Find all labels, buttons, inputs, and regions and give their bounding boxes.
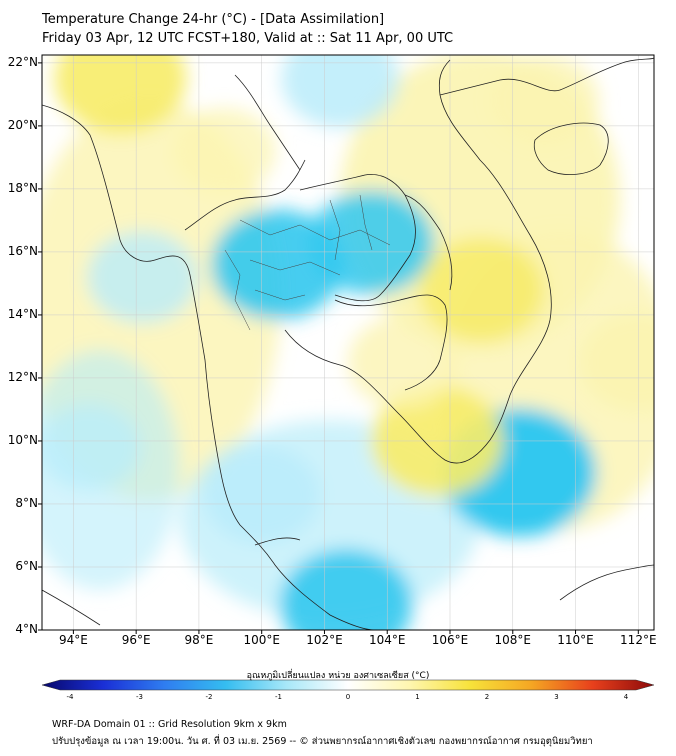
lon-label: 94°E <box>58 633 88 647</box>
border-thai-laos <box>299 173 416 302</box>
coastline-gulf-thailand <box>284 59 552 464</box>
lat-label: 10°N <box>7 432 38 447</box>
bay-cooling <box>42 404 141 491</box>
coastline-mainland <box>42 104 376 630</box>
colorbar-tick-label: 3 <box>554 693 559 701</box>
colorbar-tick-label: 4 <box>623 693 629 701</box>
colorbar-tick-label: -3 <box>136 693 143 701</box>
lat-label: 8°N <box>15 495 38 510</box>
coastline-hainan <box>533 122 609 175</box>
lon-label: 108°E <box>494 633 532 647</box>
colorbar-tick-label: 2 <box>484 693 490 701</box>
footer-domain-info: WRF-DA Domain 01 :: Grid Resolution 9km … <box>52 719 287 730</box>
coastline-sumatra <box>42 589 101 626</box>
colorbar-tick-label: -1 <box>275 693 282 701</box>
colorbar-tick-label: 0 <box>345 693 351 701</box>
andaman-cooling <box>87 231 198 324</box>
anomaly-field <box>42 55 654 630</box>
colorbar-tick-label: -4 <box>66 693 74 701</box>
border-malaysia <box>254 537 301 546</box>
east-sea-warming <box>579 313 654 412</box>
lat-label: 18°N <box>7 180 38 195</box>
coastline-borneo <box>559 564 654 601</box>
lat-label: 14°N <box>7 306 38 321</box>
lat-label: 20°N <box>7 117 38 132</box>
myanmar-warming <box>54 55 187 134</box>
lat-label: 16°N <box>7 243 38 258</box>
lon-label: 96°E <box>121 633 151 647</box>
axis-ticks <box>38 62 639 634</box>
lon-label: 102°E <box>306 633 343 647</box>
border-cambodia <box>334 294 448 391</box>
map-subtitle: Friday 03 Apr, 12 UTC FCST+180, Valid at… <box>42 31 454 46</box>
lat-label: 22°N <box>7 54 38 69</box>
malaysia-cooling <box>280 549 413 630</box>
lat-label: 6°N <box>15 558 38 573</box>
lat-label: 12°N <box>7 369 38 384</box>
northern-thailand-cooling <box>281 55 399 128</box>
map-frame <box>41 54 655 631</box>
lon-label: 100°E <box>243 633 280 647</box>
lon-label: 110°E <box>557 633 594 647</box>
coastline-china <box>439 57 654 96</box>
laos-warming <box>172 108 276 195</box>
colorbar-label: อุณหภูมิเปลี่ยนแปลง หน่วย องศาเซลเซียส (… <box>246 671 430 681</box>
lat-label: 4°N <box>15 622 38 636</box>
vietnam-warming <box>418 237 544 342</box>
footer-credit: ปรับปรุงข้อมูล ณ เวลา 19:00น. วัน ศ. ที่… <box>52 736 593 747</box>
lon-label: 104°E <box>368 633 406 647</box>
lon-label: 106°E <box>431 633 469 647</box>
internal-provinces <box>224 194 391 331</box>
lon-label: 98°E <box>184 633 214 647</box>
colorbar <box>41 679 655 691</box>
border-myanmar-laos <box>234 74 301 171</box>
graticule <box>42 55 654 630</box>
colorbar-tick-label: -2 <box>205 693 213 701</box>
cambodia-warming <box>347 316 459 409</box>
border-thai-myanmar <box>184 159 306 231</box>
northeast-thailand-cooling <box>309 190 434 295</box>
colorbar-tick-label: 1 <box>415 693 420 701</box>
lon-label: 112°E <box>620 633 657 647</box>
coastlines-borders <box>42 57 654 630</box>
border-vietnam-laos <box>404 194 453 291</box>
map-title: Temperature Change 24-hr (°C) - [Data As… <box>42 12 385 27</box>
